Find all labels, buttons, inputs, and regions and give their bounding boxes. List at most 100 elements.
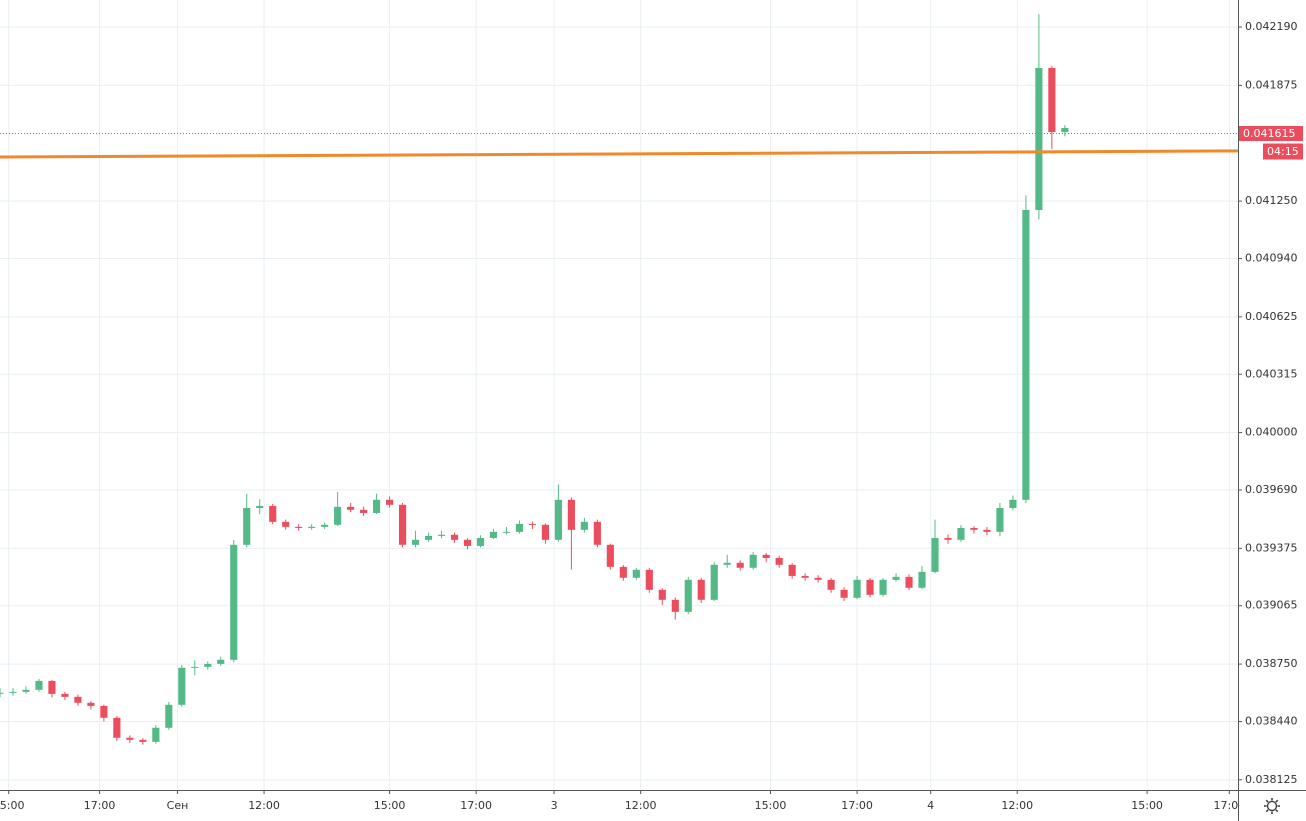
candle-body (476, 537, 485, 546)
candle-body (866, 579, 874, 595)
candle-body (1022, 210, 1030, 500)
grid (0, 0, 1238, 790)
candle-body (1061, 127, 1069, 133)
last-price-label: 0.041615 (1243, 127, 1296, 140)
candle-body (879, 579, 887, 595)
candle-body (61, 693, 69, 697)
candle-body (386, 499, 394, 505)
candle-body (801, 575, 809, 578)
candle-body (308, 526, 316, 528)
candle-body (295, 526, 303, 528)
candle-body (113, 717, 121, 738)
candle-body (35, 680, 43, 690)
candle-body (22, 689, 30, 692)
y-tick-label: 0.039690 (1245, 483, 1298, 496)
candle-body (775, 557, 783, 565)
candle-body (580, 521, 588, 530)
x-tick-label: 17:00 (841, 799, 873, 812)
candle-body (723, 562, 731, 565)
candle-body (931, 537, 939, 572)
countdown-label: 04:15 (1267, 145, 1299, 158)
candle-body (541, 524, 549, 540)
candle-body (567, 499, 575, 530)
x-tick-label: Сен (167, 799, 189, 812)
candle-body (152, 727, 160, 742)
candle-body (593, 521, 601, 545)
candle-body (840, 589, 848, 598)
candle-body (970, 527, 978, 530)
x-tick-label: 15:00 (0, 799, 25, 812)
x-tick-label: 12:00 (1001, 799, 1033, 812)
x-tick-label: 17:00 (460, 799, 492, 812)
candle-body (944, 537, 952, 540)
candle-body (243, 507, 251, 545)
candle-body (1048, 67, 1056, 133)
y-tick-label: 0.040625 (1245, 310, 1298, 323)
candle-body (554, 499, 562, 540)
y-tick-label: 0.040315 (1245, 367, 1298, 380)
candle-body (489, 531, 498, 538)
candle-body (502, 531, 511, 533)
candle-body (0, 692, 4, 694)
candle-body (48, 680, 56, 694)
last-price-box (1239, 126, 1303, 142)
candle-body (853, 579, 861, 598)
candle-body (606, 544, 614, 567)
candle-body (528, 523, 536, 525)
candle-body (100, 705, 108, 718)
candle-body (645, 569, 653, 590)
candle-body (450, 534, 459, 540)
candle-body (204, 663, 212, 667)
labels: 0.038125 0.038440 0.038750 0.039065 0.039375… (1238, 20, 1303, 786)
x-tick-label: 12:00 (248, 799, 280, 812)
x-tick-label: 17:00 (1213, 799, 1245, 812)
candle-body (736, 562, 744, 568)
candle-body (996, 507, 1004, 532)
candle-body (334, 506, 342, 525)
settings-icon[interactable] (1264, 798, 1280, 814)
candle-body (788, 564, 796, 576)
candle-body (139, 739, 147, 742)
candle-body (892, 576, 900, 580)
x-tick-label: 3 (551, 799, 558, 812)
y-tick-label: 0.039065 (1245, 599, 1298, 612)
candle-body (632, 569, 640, 578)
candle-body (126, 737, 134, 740)
x-tick-label: 15:00 (1131, 799, 1163, 812)
candle-body (74, 696, 82, 703)
x-tick-label: 12:00 (625, 799, 657, 812)
candle-body (398, 504, 407, 545)
candle-body (217, 659, 225, 664)
candle-body (9, 691, 17, 693)
candle-body (905, 576, 913, 588)
candle-body (230, 544, 238, 660)
candle-body (671, 599, 679, 612)
candle-body (827, 579, 835, 590)
candle-body (321, 524, 329, 527)
y-tick-label: 0.040940 (1245, 252, 1298, 265)
countdown-box (1263, 143, 1303, 160)
candle-body (463, 539, 472, 546)
plot-area: 15:00 17:00 Сен 12:00 15:00 17:00 3 12:00 15:00 1… (0, 14, 1245, 812)
candle-body (814, 577, 822, 580)
candle-body (619, 566, 627, 578)
candle-body (347, 506, 355, 510)
y-tick-label: 0.038125 (1245, 773, 1298, 786)
trend-line (0, 149, 1238, 159)
y-tick-label: 0.042190 (1245, 20, 1298, 33)
candle-body (983, 529, 991, 532)
candle-body (762, 554, 770, 558)
candle-body (437, 534, 446, 536)
candle-body (165, 704, 173, 728)
x-tick-label: 4 (927, 799, 934, 812)
candle-body (710, 564, 718, 600)
candle-body (269, 505, 277, 522)
y-tick-label: 0.040000 (1245, 426, 1298, 439)
y-tick-label: 0.039375 (1245, 541, 1298, 554)
candle-body (256, 505, 264, 508)
candle-body (684, 579, 692, 612)
candle-body (411, 539, 420, 545)
